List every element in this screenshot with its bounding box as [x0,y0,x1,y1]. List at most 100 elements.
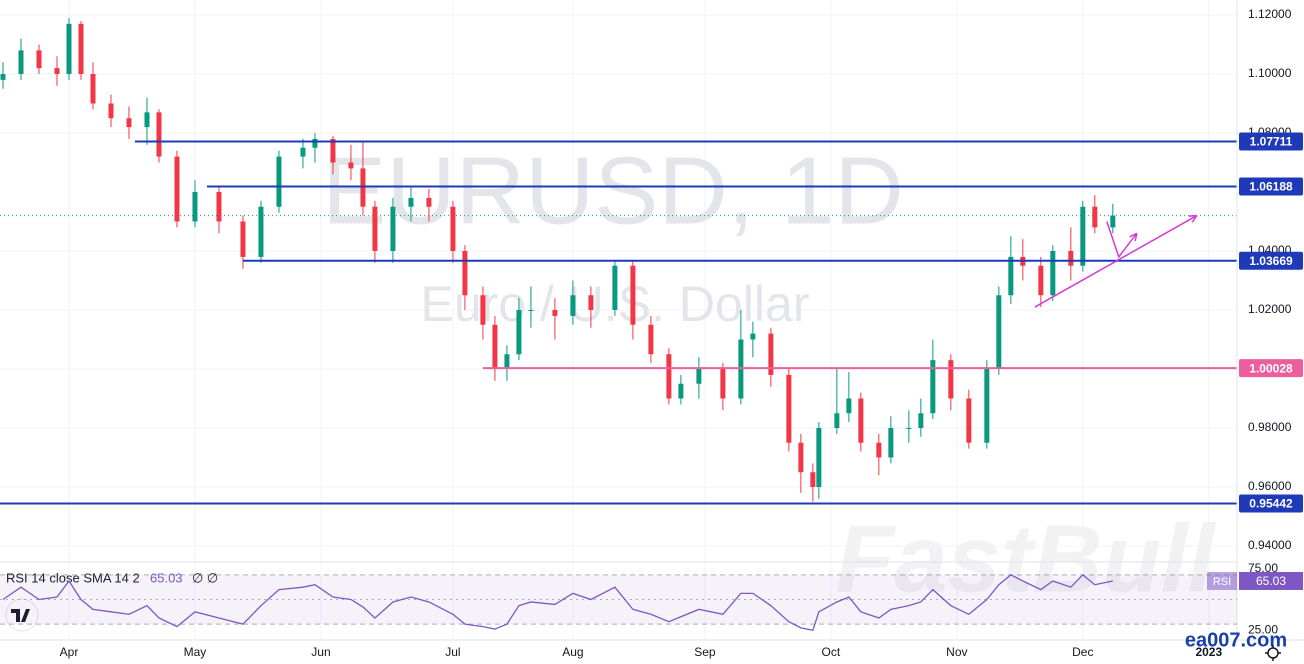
candle-body [858,398,864,443]
x-tick-label: Dec [1072,645,1093,659]
trend-line [1034,214,1198,308]
x-tick-label: May [184,645,207,659]
rsi-value-badge [1239,571,1303,590]
candle-body [768,333,774,375]
candle-body [90,73,96,104]
settings-icon[interactable] [1265,645,1281,661]
candle-body [480,295,486,325]
candle-body [78,23,84,74]
level-badge [1239,177,1303,196]
candle-body [930,360,936,414]
rsi-tick-label: 75.00 [1248,561,1278,575]
candle-body [0,73,6,80]
y-tick-label: 0.98000 [1248,420,1292,434]
candle-body [528,309,534,311]
level-badge [1239,494,1303,513]
rsi-badge: RSI [1213,576,1231,588]
y-tick-label: 0.94000 [1248,538,1292,552]
candle-body [516,309,522,355]
candle-body [492,324,498,369]
x-tick-label: Jun [311,645,330,659]
candle-body [1110,215,1116,228]
candle-body [426,197,432,207]
candle-body [156,112,162,157]
y-tick-label: 1.10000 [1248,66,1292,80]
candle-body [1050,250,1056,296]
candle-body [678,383,684,399]
candle-body [918,413,924,428]
rsi-value-label: 65.03 [1256,574,1286,588]
arrow-head [1188,214,1198,223]
x-tick-label: 2023 [1195,645,1222,659]
tv-logo[interactable] [5,598,39,632]
candle-body [552,309,558,316]
candle-body [258,206,264,257]
candle-body [1080,206,1086,266]
rsi-line [2,573,1113,632]
x-tick-label: Oct [822,645,841,659]
candle-body [1008,256,1014,296]
level-badge [1239,359,1303,378]
candle-body [630,265,636,325]
y-tick-label: 0.96000 [1248,479,1292,493]
candle-body [174,156,180,222]
candle-body [240,221,246,257]
level-label: 0.95442 [1249,497,1293,511]
candle-body [312,138,318,148]
candle-body [390,206,396,251]
candle-body [786,374,792,443]
trend-line [1106,221,1138,259]
symbol-watermark: EURUSD, 1D [322,137,903,244]
candle-body [372,206,378,251]
candle-body [906,427,912,429]
candle-body [750,333,756,340]
candle-body [570,295,576,316]
brand-watermark: FastBull [836,505,1217,612]
candle-body [834,413,840,428]
rsi-legend: RSI 14 close SMA 14 2 [6,570,140,585]
candle-body [720,368,726,399]
candle-body [1068,250,1074,266]
candle-body [612,265,618,310]
level-label: 1.06188 [1249,180,1293,194]
candle-body [144,112,150,128]
level-label: 1.00028 [1249,361,1293,375]
candle-body [192,191,198,222]
candle-body [504,354,510,369]
candle-body [888,427,894,458]
candle-body [360,168,366,207]
x-tick-label: Aug [562,645,583,659]
candle-body [300,147,306,157]
candle-body [1092,206,1098,228]
candle-body [54,68,60,74]
candle-body [948,360,954,399]
candle-body [696,368,702,384]
candle-body [666,354,672,399]
candle-body [996,295,1002,369]
rsi-value: 65.03 [150,570,183,585]
candle-body [408,197,414,207]
level-label: 1.03669 [1249,254,1293,268]
rsi-extra: ∅ ∅ [192,570,218,585]
y-tick-label: 1.12000 [1248,7,1292,21]
candle-body [816,427,822,487]
x-tick-label: Apr [60,645,79,659]
candle-body [216,191,222,222]
candle-body [108,103,114,119]
level-label: 1.07711 [1250,135,1293,149]
y-tick-label: 1.02000 [1248,302,1292,316]
candle-body [126,118,132,128]
rsi-tick-label: 25.00 [1248,622,1278,636]
candle-body [648,324,654,355]
candle-body [348,162,354,169]
site-watermark: ea007.com [1185,629,1287,651]
x-tick-label: Jul [445,645,460,659]
candle-body [330,138,336,163]
candle-body [276,156,282,207]
candle-body [876,442,882,458]
candle-body [18,50,24,74]
candle-body [36,50,42,69]
candle-body [846,398,852,414]
candle-body [984,368,990,443]
